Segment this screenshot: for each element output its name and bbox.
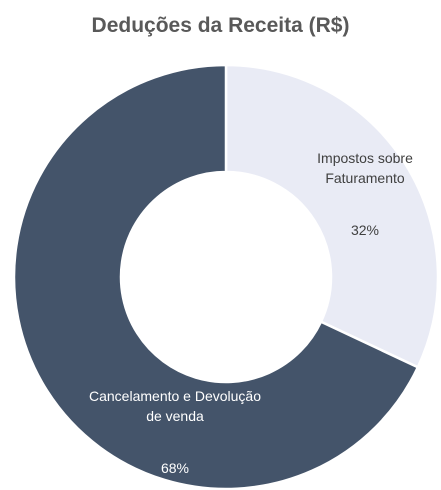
slice-label: Impostos sobre Faturamento [317, 150, 413, 186]
slice-value-label: 68% [160, 460, 190, 476]
donut-slice [224, 63, 440, 369]
chart-title: Deduções da Receita (R$) [91, 14, 350, 37]
slice-label: Cancelamento e Devolução de venda [89, 388, 261, 424]
donut-slice [12, 63, 420, 490]
slice-value-label: 32% [350, 222, 380, 238]
